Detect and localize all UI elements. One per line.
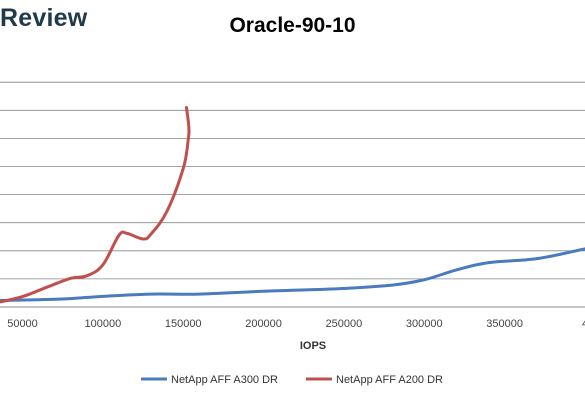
legend-label: NetApp AFF A300 DR bbox=[171, 374, 278, 386]
x-tick-label: 250000 bbox=[326, 318, 363, 330]
review-logo: Review bbox=[0, 4, 88, 32]
x-tick-label: 50000 bbox=[7, 318, 38, 330]
x-tick-labels: 50000 100000 150000 200000 250000 300000 35000… bbox=[7, 318, 585, 330]
series-line-a300 bbox=[0, 247, 585, 303]
series-lines bbox=[0, 105, 585, 304]
chart-title: Oracle-90-10 bbox=[229, 14, 356, 37]
x-tick-label: 300000 bbox=[406, 318, 443, 330]
legend: NetApp AFF A300 DR NetApp AFF A200 DR bbox=[141, 374, 443, 386]
x-axis-title: IOPS bbox=[300, 340, 326, 352]
x-tick-label: 350000 bbox=[486, 318, 523, 330]
x-tick-label: 200000 bbox=[245, 318, 282, 330]
x-tick-label: 100000 bbox=[84, 318, 121, 330]
legend-label: NetApp AFF A200 DR bbox=[336, 374, 443, 386]
gridlines bbox=[0, 81, 585, 308]
x-tick-label: 4 bbox=[582, 318, 585, 330]
series-line-a200 bbox=[0, 105, 191, 304]
x-tick-label: 150000 bbox=[165, 318, 202, 330]
